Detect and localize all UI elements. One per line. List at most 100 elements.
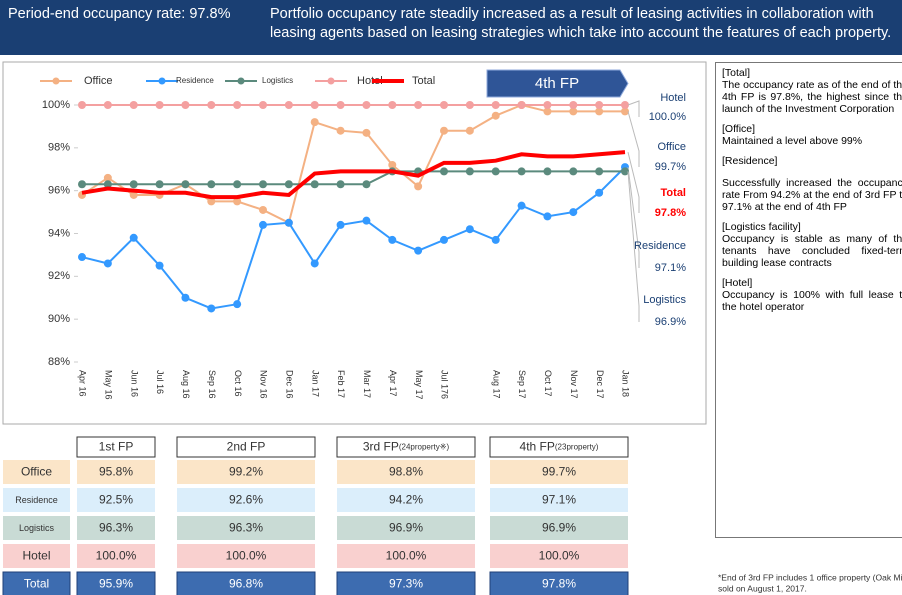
marker (233, 180, 242, 189)
marker (129, 190, 138, 199)
cell (177, 544, 315, 568)
cell (337, 460, 475, 484)
header-label: 2nd FP (227, 440, 266, 454)
x-tick-label: May 16 (103, 370, 113, 400)
note: [Total] The occupancy rate as of the end … (722, 67, 902, 115)
header-text: 1st FP (99, 440, 134, 454)
marker (491, 235, 500, 244)
marker (491, 167, 500, 176)
y-tick-label: 96% (48, 185, 70, 197)
legend-label: Logistics (262, 76, 293, 85)
cell-text: 99.7% (542, 465, 576, 479)
header-title: Period-end occupancy rate: 97.8% (8, 6, 231, 22)
row-label-cell (3, 544, 70, 568)
marker (181, 293, 190, 302)
cell (77, 544, 155, 568)
end-name: Residence (634, 240, 686, 252)
x-tick-label: Jul 176 (440, 370, 450, 399)
end-value: 97.1% (655, 262, 686, 274)
marker (491, 111, 500, 120)
legend-marker (158, 77, 166, 85)
marker (621, 101, 629, 109)
row-label-cell (3, 460, 70, 484)
footnote: *End of 3rd FP includes 1 office propert… (718, 572, 902, 582)
x-tick-label: Sep 17 (517, 370, 527, 399)
marker (414, 101, 423, 109)
end-connector (627, 167, 640, 268)
marker (284, 101, 293, 109)
marker (465, 167, 474, 176)
cell (77, 516, 155, 540)
marker (517, 167, 526, 176)
x-tick-label: Jul 16 (155, 370, 165, 394)
marker (440, 235, 448, 244)
cell-text: 100.0% (226, 549, 267, 563)
cell-text: 96.9% (389, 521, 423, 535)
note: [Residence] Successfully increased the oc… (722, 155, 902, 213)
marker (543, 101, 552, 109)
marker (155, 261, 164, 270)
marker (543, 107, 552, 116)
end-value: 100.0% (649, 111, 687, 123)
cell (176, 571, 316, 595)
cell (76, 571, 156, 595)
marker (491, 101, 500, 109)
series-line (81, 166, 626, 310)
row-label-cell (3, 516, 70, 540)
header-cell (336, 436, 476, 458)
cell (490, 460, 628, 484)
note-heading: [Logistics facility] (722, 221, 801, 233)
x-tick-label: Feb 17 (336, 370, 346, 398)
marker (155, 101, 164, 109)
marker (78, 253, 86, 262)
marker (388, 235, 397, 244)
legend-label: Hotel (357, 75, 383, 87)
marker (440, 126, 448, 135)
row-label-cell (2, 571, 71, 595)
cell-text: 100.0% (386, 549, 427, 563)
marker (414, 246, 423, 255)
x-tick-label: Jan 17 (310, 370, 320, 397)
x-tick-label: Jan 18 (621, 370, 631, 397)
notes-panel: [Total] The occupancy rate as of the end … (715, 62, 902, 538)
end-connector (627, 171, 640, 322)
x-tick-label: Oct 17 (543, 370, 553, 397)
marker (621, 107, 629, 116)
cell (336, 571, 476, 595)
marker (78, 101, 86, 109)
cell-text: 96.3% (99, 521, 133, 535)
footnote: sold on August 1, 2017. (718, 583, 807, 593)
x-tick-label: May 17 (414, 370, 424, 400)
legend-label: Total (412, 75, 435, 87)
cell-text: 96.9% (542, 521, 576, 535)
cell (337, 516, 475, 540)
end-value: 97.8% (655, 207, 686, 219)
row-label: Residence (15, 495, 58, 505)
marker (103, 101, 112, 109)
marker (362, 128, 371, 137)
note-text: The occupancy rate as of the end of the … (722, 79, 902, 115)
marker (181, 180, 190, 189)
series-line (81, 150, 626, 200)
marker (440, 101, 448, 109)
y-tick-label: 94% (48, 227, 70, 239)
x-tick-label: Nov 16 (259, 370, 269, 399)
note-text: Maintained a level above 99% (722, 135, 863, 147)
series-line (81, 103, 625, 225)
note-heading: [Total] (722, 67, 751, 79)
marker (233, 197, 242, 206)
marker (310, 259, 319, 268)
marker (207, 101, 216, 109)
marker (362, 101, 371, 109)
cell-text: 92.6% (229, 493, 263, 507)
cell-text: 100.0% (96, 549, 137, 563)
end-value: 96.9% (655, 316, 686, 328)
cell-text: 96.3% (229, 521, 263, 535)
marker (284, 218, 293, 227)
x-tick-label: Sep 16 (207, 370, 217, 399)
end-name: Hotel (660, 92, 686, 104)
legend-label: Office (84, 75, 113, 87)
cell-text: 95.9% (99, 577, 133, 591)
header-cell (176, 436, 316, 458)
end-name: Logistics (643, 294, 686, 306)
